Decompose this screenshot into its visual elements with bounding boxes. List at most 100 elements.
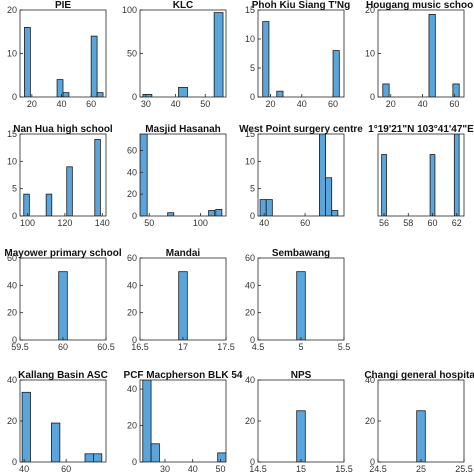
y-tick-label: 0 (12, 211, 17, 221)
y-tick-label: 10 (7, 156, 17, 166)
histogram-bar (94, 139, 101, 216)
x-tick-label: 60 (300, 218, 310, 228)
panel-title: Mayower primary school (4, 248, 121, 259)
x-tick-label: 20 (386, 99, 396, 109)
x-tick-label: 50 (144, 218, 154, 228)
x-tick-label: 60.5 (97, 342, 115, 352)
axes-frame (377, 133, 465, 217)
histogram-panel: PIE 20 40 60 0 10 20 (7, 0, 107, 109)
y-tick-label: 0 (250, 335, 255, 345)
x-tick-label: 40 (57, 99, 67, 109)
histogram-panel: 1°19'21"N 103°41'47"E 56 58 60 62 (368, 124, 474, 228)
y-tick-label: 5 (250, 63, 255, 73)
panel-title: Sembawang (272, 248, 330, 259)
histogram-bar (452, 83, 460, 97)
histogram-bar (21, 391, 31, 462)
histogram-bar (276, 90, 284, 97)
panel-title: Hougang music school (366, 0, 474, 11)
histogram-bar (24, 26, 31, 97)
histogram-bar (62, 92, 70, 97)
y-tick-label: 0 (132, 211, 137, 221)
y-tick-label: 40 (365, 375, 375, 385)
histogram-bar (58, 271, 68, 340)
x-tick-label: 60 (328, 99, 338, 109)
panel-title: Nan Hua high school (13, 124, 113, 135)
histogram-bar (150, 443, 160, 462)
histogram-bar (332, 50, 340, 97)
y-tick-label: 0 (250, 211, 255, 221)
x-tick-label: 16.5 (131, 342, 149, 352)
x-tick-label: 60 (61, 464, 71, 474)
x-tick-label: 59.5 (11, 342, 29, 352)
x-tick-label: 56 (379, 218, 389, 228)
panel-title: Mandai (166, 248, 201, 259)
histogram-panel: PCF Macpherson BLK 54 30 40 50 0 20 40 (124, 370, 243, 474)
x-tick-label: 60 (58, 342, 68, 352)
x-tick-label: 50 (200, 99, 210, 109)
x-tick-label: 40 (188, 464, 198, 474)
histogram-bar (319, 134, 326, 216)
x-tick-label: 17 (178, 342, 188, 352)
x-tick-label: 58 (403, 218, 413, 228)
x-tick-label: 20 (27, 99, 37, 109)
histogram-bar (416, 410, 426, 462)
histogram-bar (93, 453, 103, 462)
x-tick-label: 5.5 (338, 342, 351, 352)
y-tick-label: 20 (245, 308, 255, 318)
histogram-panel: Sembawang 4.5 5 5.5 0 20 40 60 (245, 248, 350, 352)
histogram-bar (325, 177, 333, 216)
panel-title: 1°19'21"N 103°41'47"E (368, 124, 474, 135)
y-tick-label: 5 (12, 184, 17, 194)
y-tick-label: 15 (245, 5, 255, 15)
x-tick-label: 60 (449, 99, 459, 109)
histogram-bar (213, 12, 224, 97)
axes-frame (377, 9, 465, 98)
y-tick-label: 60 (7, 253, 17, 263)
x-tick-label: 25.5 (455, 464, 473, 474)
panel-title: Changi general hospital (364, 370, 474, 381)
y-tick-label: 20 (245, 416, 255, 426)
y-tick-label: 20 (7, 308, 17, 318)
x-tick-label: 15 (296, 464, 306, 474)
panel-title: PIE (55, 0, 71, 11)
y-tick-label: 40 (127, 384, 137, 394)
histogram-bar (51, 422, 61, 462)
histogram-bar (381, 154, 387, 216)
x-tick-label: 5 (298, 342, 303, 352)
x-tick-label: 17.5 (217, 342, 235, 352)
histogram-bar (259, 199, 267, 216)
histogram-panel: West Point surgery centre 40 60 0 5 10 15 (239, 124, 363, 228)
x-tick-label: 120 (57, 218, 72, 228)
x-tick-label: 40 (418, 99, 428, 109)
histogram-bar (66, 166, 73, 216)
histogram-panel: Masjid Hasanah 50 100 0 20 40 60 (127, 124, 227, 228)
histogram-panel: Changi general hospital 24.5 25 25.5 0 20 40 (364, 370, 474, 474)
y-tick-label: 40 (7, 375, 17, 385)
panel-title: NPS (291, 370, 312, 381)
y-tick-label: 40 (245, 280, 255, 290)
y-tick-label: 15 (245, 129, 255, 139)
y-tick-label: 10 (245, 34, 255, 44)
x-tick-label: 15.5 (335, 464, 353, 474)
y-tick-label: 40 (245, 375, 255, 385)
panel-title: West Point surgery centre (239, 124, 363, 135)
y-tick-label: 20 (7, 416, 17, 426)
histogram-bar (90, 35, 98, 97)
histogram-bar (331, 210, 339, 216)
histogram-bar (96, 92, 104, 97)
y-tick-label: 20 (127, 189, 137, 199)
x-tick-label: 30 (141, 99, 151, 109)
x-tick-label: 40 (259, 218, 269, 228)
x-tick-label: 100 (20, 218, 35, 228)
histogram-bar (429, 154, 436, 216)
x-tick-label: 50 (215, 464, 225, 474)
histogram-bar (45, 193, 53, 216)
x-tick-label: 62 (452, 218, 462, 228)
x-tick-label: 140 (95, 218, 110, 228)
histogram-bar (296, 271, 306, 340)
y-tick-label: 60 (245, 253, 255, 263)
histogram-bar (208, 210, 216, 216)
